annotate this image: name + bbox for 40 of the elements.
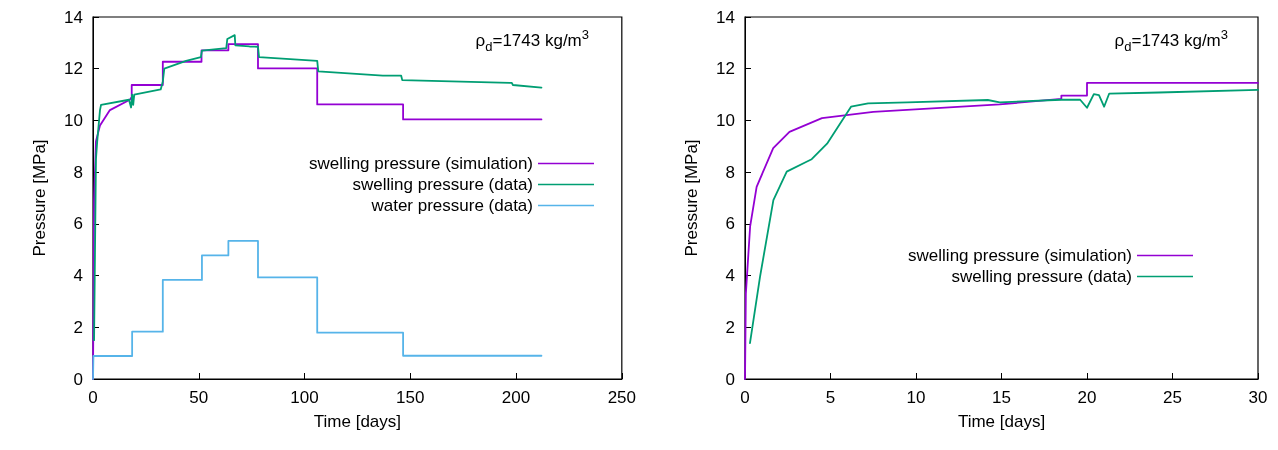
x-tick-label: 5 — [825, 388, 836, 407]
y-tick-label: 6 — [725, 214, 735, 234]
x-tick-label: 20 — [1077, 388, 1097, 407]
y-tick-label: 2 — [73, 317, 83, 337]
legend-label: swelling pressure (simulation) — [309, 154, 533, 173]
y-tick-label: 0 — [73, 369, 83, 389]
y-tick-label: 4 — [725, 266, 735, 286]
y-tick-label: 6 — [73, 214, 83, 234]
y-tick-label: 14 — [64, 7, 83, 27]
x-tick-label: 200 — [501, 388, 531, 407]
x-tick-label: 150 — [396, 388, 425, 407]
line-series — [749, 89, 1259, 344]
y-tick-label: 12 — [716, 59, 735, 79]
y-tick-label: 8 — [725, 162, 735, 182]
x-tick-label: 10 — [906, 388, 926, 407]
x-tick-label: 250 — [607, 388, 637, 407]
y-tick-label: 8 — [73, 162, 83, 182]
x-tick-label: 0 — [740, 388, 750, 407]
x-axis-title: Time [days] — [957, 412, 1046, 431]
y-tick-label: 14 — [716, 7, 735, 27]
y-tick-label: 12 — [64, 59, 83, 79]
y-tick-label: 2 — [725, 317, 735, 337]
legend-label: swelling pressure (data) — [951, 267, 1132, 286]
x-tick-label: 15 — [992, 388, 1011, 407]
y-tick-label: 10 — [716, 110, 735, 130]
legend-label: swelling pressure (simulation) — [908, 246, 1132, 265]
x-tick-label: 30 — [1248, 388, 1268, 407]
y-tick-label: 0 — [725, 369, 735, 389]
x-axis-title: Time [days] — [313, 412, 402, 431]
line-series — [92, 240, 543, 380]
x-tick-label: 50 — [189, 388, 209, 407]
x-tick-label: 100 — [290, 388, 319, 407]
y-tick-label: 4 — [73, 266, 83, 286]
y-axis-title: Pressure [MPa] — [30, 139, 49, 257]
x-tick-label: 25 — [1163, 388, 1182, 407]
y-tick-label: 10 — [64, 110, 83, 130]
x-tick-label: 0 — [88, 388, 98, 407]
legend-label: water pressure (data) — [370, 196, 533, 215]
y-axis-title: Pressure [MPa] — [682, 139, 701, 257]
legend-label: swelling pressure (data) — [352, 175, 533, 194]
